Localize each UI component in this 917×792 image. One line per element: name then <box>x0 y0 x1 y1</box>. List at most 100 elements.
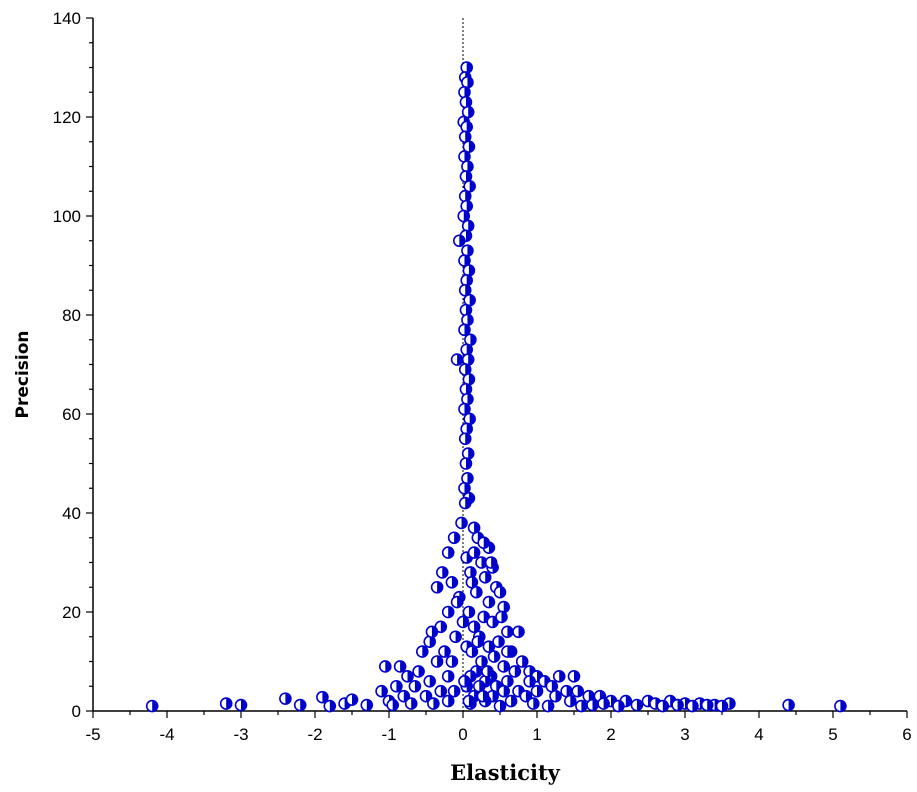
data-point <box>530 684 544 698</box>
data-point <box>501 674 514 688</box>
data-point <box>447 684 461 698</box>
data-point <box>523 674 536 688</box>
data-point <box>487 650 501 663</box>
y-tick-label: 100 <box>53 207 81 226</box>
data-points <box>145 61 847 713</box>
data-point <box>423 674 437 688</box>
data-point <box>458 496 472 510</box>
data-point <box>434 684 448 698</box>
x-tick-label: -5 <box>85 725 100 744</box>
y-tick-label: 60 <box>62 405 81 424</box>
data-point <box>459 95 473 109</box>
data-point <box>455 516 468 530</box>
data-point <box>508 665 522 678</box>
data-point <box>715 699 729 713</box>
x-tick-label: -4 <box>159 725 174 744</box>
data-point <box>482 640 496 653</box>
data-point <box>563 694 577 708</box>
data-point <box>612 699 625 713</box>
data-point <box>497 660 511 673</box>
data-point <box>459 303 473 317</box>
data-point <box>671 698 684 712</box>
data-point <box>834 699 847 713</box>
y-axis-ticks: 0 20 40 60 80 100 120 140 <box>53 9 93 721</box>
data-point <box>476 689 490 703</box>
y-tick-label: 40 <box>62 504 81 523</box>
x-tick-label: 5 <box>828 725 837 744</box>
data-point <box>575 699 588 713</box>
data-point <box>415 645 429 658</box>
data-point <box>465 645 479 658</box>
data-point <box>145 699 159 713</box>
data-point <box>571 684 585 698</box>
data-point <box>700 698 714 712</box>
data-point <box>458 432 472 446</box>
data-point <box>375 684 388 698</box>
data-point <box>630 698 644 712</box>
data-point <box>425 625 439 639</box>
data-point <box>408 679 422 693</box>
data-point <box>441 605 455 619</box>
data-point <box>686 699 699 713</box>
data-point <box>316 690 329 704</box>
y-tick-label: 80 <box>62 306 81 325</box>
data-point <box>393 660 407 673</box>
data-point <box>464 566 477 579</box>
data-point <box>427 697 440 710</box>
data-point <box>390 679 403 693</box>
data-point <box>458 674 471 688</box>
data-point <box>458 150 471 163</box>
y-axis-title: Precision <box>13 330 33 418</box>
data-point <box>430 580 444 594</box>
data-point <box>459 457 473 470</box>
data-point <box>462 694 476 708</box>
data-point <box>467 546 481 559</box>
data-point <box>234 698 248 712</box>
y-tick-label: 20 <box>62 603 81 622</box>
data-point <box>461 313 474 327</box>
y-tick-label: 0 <box>72 702 81 721</box>
data-point <box>452 234 466 248</box>
y-tick-label: 140 <box>53 9 81 28</box>
x-tick-label: 2 <box>606 725 615 744</box>
data-point <box>458 254 471 267</box>
data-point <box>460 274 474 287</box>
data-point <box>497 684 511 698</box>
x-tick-label: 3 <box>680 725 689 744</box>
data-point <box>412 665 425 678</box>
x-axis-title: Elasticity <box>450 760 561 785</box>
data-point <box>386 698 400 712</box>
data-point <box>501 625 514 639</box>
data-point <box>493 585 507 599</box>
data-point <box>492 635 505 649</box>
x-axis-ticks: -5 -4 -3 -2 -1 0 1 2 3 4 5 6 <box>85 711 912 744</box>
data-point <box>401 670 414 683</box>
data-point <box>378 660 392 673</box>
x-tick-label: 4 <box>754 725 763 744</box>
data-point <box>450 353 464 366</box>
data-point <box>458 402 471 416</box>
data-point <box>475 655 488 668</box>
data-point <box>493 699 507 713</box>
data-point <box>458 283 472 297</box>
data-point <box>463 180 476 193</box>
x-tick-label: -1 <box>381 725 396 744</box>
data-point <box>567 670 581 683</box>
data-point <box>441 670 455 683</box>
data-point <box>465 575 479 589</box>
y-tick-label: 120 <box>53 108 81 127</box>
data-point <box>477 536 491 550</box>
data-point <box>656 699 670 713</box>
x-tick-label: 1 <box>532 725 541 744</box>
data-point <box>484 556 498 569</box>
data-point <box>482 595 496 609</box>
data-point <box>445 655 459 668</box>
data-point <box>438 645 451 658</box>
data-point <box>449 630 462 644</box>
data-point <box>447 531 461 545</box>
data-point <box>512 625 525 639</box>
data-point <box>471 635 485 649</box>
data-point <box>360 698 374 712</box>
data-point <box>515 655 529 668</box>
data-point <box>478 571 492 584</box>
